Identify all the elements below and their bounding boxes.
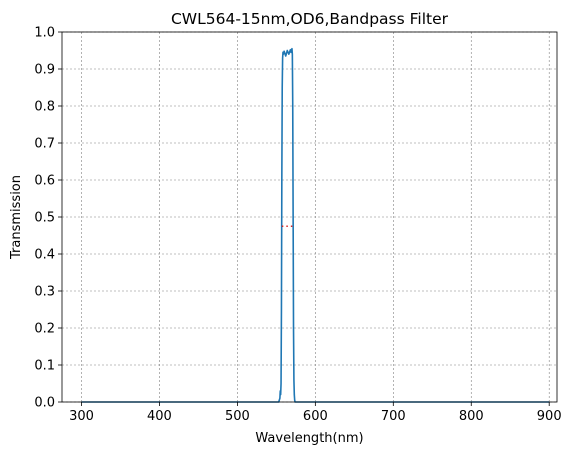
y-axis: 0.0 0.1 0.2 0.3 0.4 0.5 0.6 0.7 0.8 0.9 1.0	[34, 26, 62, 411]
x-tick-label: 400	[147, 409, 172, 424]
y-tick-label: 0.0	[34, 396, 55, 411]
y-tick-label: 0.7	[34, 137, 55, 152]
y-tick-label: 0.2	[34, 322, 55, 337]
y-tick-label: 0.8	[34, 100, 55, 115]
chart-title: CWL564-15nm,OD6,Bandpass Filter	[171, 10, 449, 28]
x-tick-label: 800	[459, 409, 484, 424]
x-axis: 300 400 500 600 700 800 900	[69, 402, 562, 424]
y-tick-label: 0.3	[34, 285, 55, 300]
y-tick-label: 0.1	[34, 359, 55, 374]
y-tick-label: 0.6	[34, 174, 55, 189]
y-tick-label: 0.5	[34, 211, 55, 226]
series-layer	[81, 47, 550, 403]
series-line-0	[81, 47, 550, 403]
y-axis-label: Transmission	[9, 175, 24, 260]
y-tick-label: 1.0	[34, 26, 55, 41]
x-axis-label: Wavelength(nm)	[255, 431, 363, 446]
x-tick-label: 300	[69, 409, 94, 424]
x-tick-label: 900	[537, 409, 562, 424]
x-tick-label: 700	[381, 409, 406, 424]
y-tick-label: 0.4	[34, 248, 55, 263]
x-tick-label: 500	[225, 409, 250, 424]
x-tick-label: 600	[303, 409, 328, 424]
y-tick-label: 0.9	[34, 63, 55, 78]
